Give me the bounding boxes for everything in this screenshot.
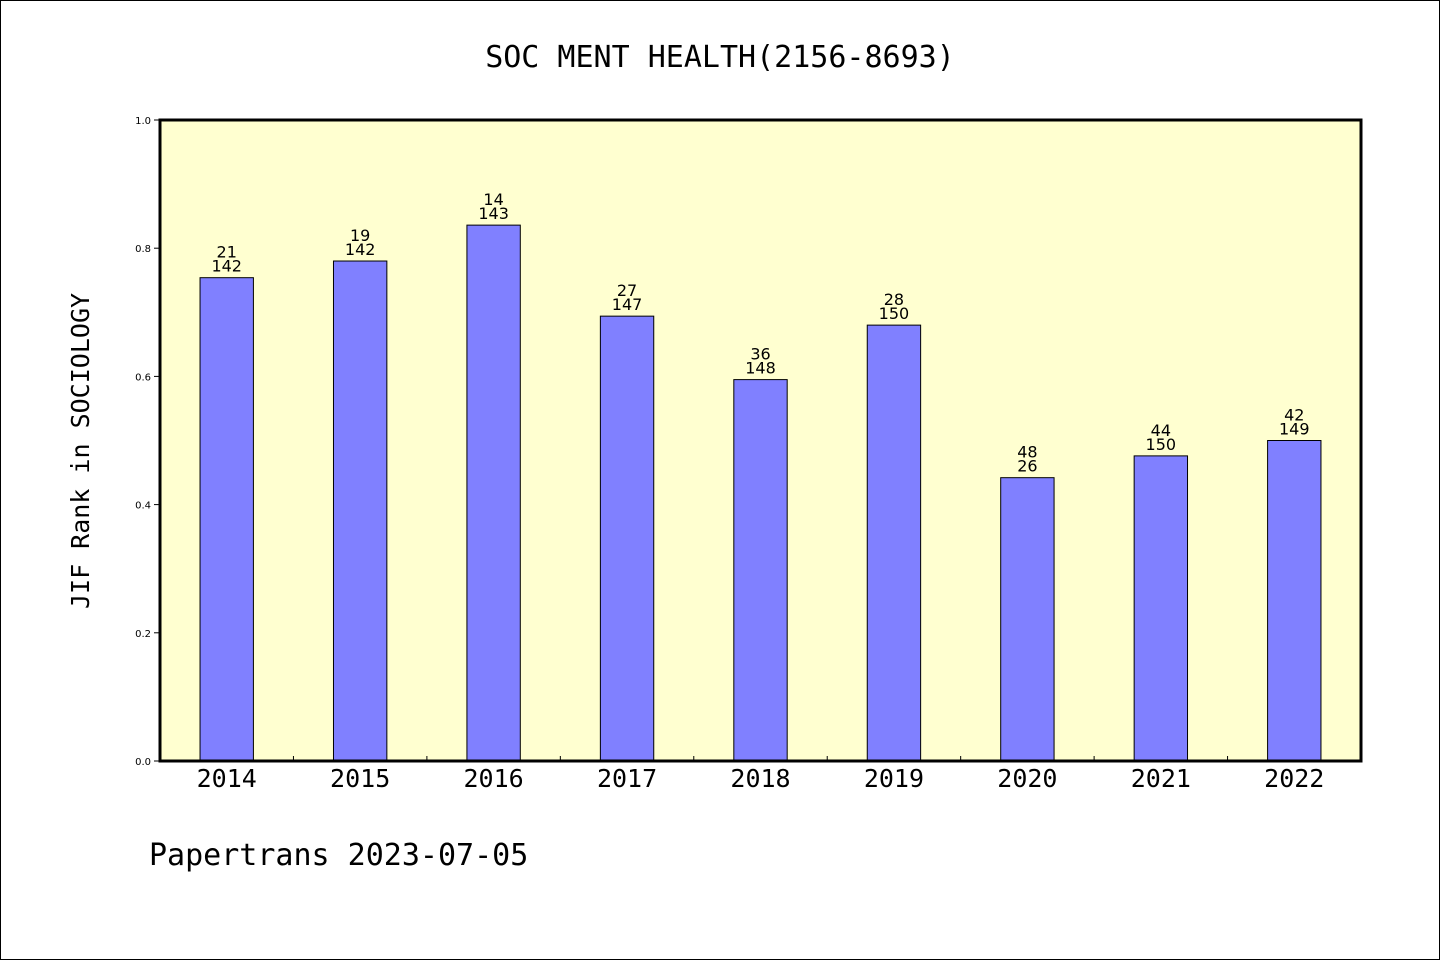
plot-border [158,118,1363,763]
bar-label-rank: 14 [483,190,503,209]
bar-label-rank: 48 [1017,443,1037,462]
y-axis-label: JIF Rank in SOCIOLOGY [66,293,95,609]
y-tick-label: 0.6 [135,372,151,383]
x-tick-label: 2022 [1264,764,1324,793]
bar-label-rank: 19 [350,226,370,245]
bar-label-total: 150 [1146,435,1177,454]
x-tick-label: 2016 [464,764,524,793]
bar-label-rank: 27 [617,281,637,300]
bar [466,224,521,762]
bar-label-total: 143 [478,204,509,223]
y-tick-label: 0.4 [135,501,151,512]
bar-label-total: 142 [211,257,242,276]
bar-label-total: 26 [1017,457,1037,476]
bar-label-total: 148 [745,359,776,378]
bar-label-rank: 21 [217,243,237,262]
bar-label-total: 150 [879,304,910,323]
bar-labels: 2114219142141432714736148281504826441504… [211,190,1309,476]
x-tick-label: 2017 [597,764,657,793]
bars [199,224,1322,762]
bar [866,324,922,762]
bar-label-rank: 42 [1284,406,1304,425]
axis-ticks: 0.0 0.2 0.4 0.6 0.8 1.0 2014 2015 2016 2017 2018 20… [135,116,1324,793]
bar [199,277,254,762]
x-tick-label: 2021 [1131,764,1191,793]
bar-label-rank: 44 [1151,421,1171,440]
bar [332,260,388,762]
bar [1267,440,1322,762]
bar [1133,455,1189,762]
y-tick-label: 1.0 [135,116,151,127]
footer-credit: Papertrans 2023-07-05 [149,838,528,873]
bar-label-total: 149 [1279,420,1310,439]
y-tick-label: 0.2 [135,629,151,640]
bar [733,379,788,762]
bar [1000,477,1055,762]
bar-label-rank: 28 [884,290,904,309]
y-tick-label: 0.8 [135,244,151,255]
x-tick-label: 2019 [864,764,924,793]
x-tick-label: 2015 [330,764,390,793]
bar [599,315,655,762]
x-tick-label: 2018 [730,764,790,793]
bar-label-total: 142 [345,240,376,259]
y-tick-label: 0.0 [135,757,151,768]
bar-label-rank: 36 [750,345,770,364]
chart-title: SOC MENT HEALTH(2156-8693) [485,40,955,75]
x-tick-label: 2020 [997,764,1057,793]
x-tick-label: 2014 [197,764,257,793]
bar-label-total: 147 [612,295,643,314]
